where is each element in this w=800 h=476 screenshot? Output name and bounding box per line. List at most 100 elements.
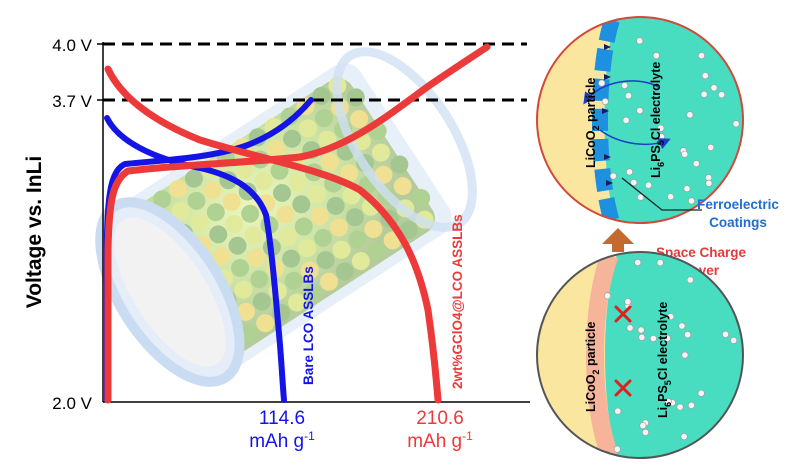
coating-label-line1: Ferroelectric <box>697 197 779 212</box>
sphere <box>273 183 292 202</box>
particle-dot <box>639 422 647 430</box>
particle-dot <box>637 193 645 201</box>
coated-charge-curve <box>104 43 491 404</box>
particle-dot <box>730 420 738 428</box>
sphere <box>364 220 383 239</box>
sphere <box>346 88 365 107</box>
sphere <box>283 129 302 148</box>
particle-dot <box>697 52 705 60</box>
lithium-flow-arrows <box>602 44 613 186</box>
ion-transport-arrow <box>583 80 661 105</box>
particle-dot <box>609 172 617 180</box>
electrolyte-particles <box>598 23 740 205</box>
improvement-arrow-icon <box>602 228 634 252</box>
sphere <box>190 213 209 232</box>
sphere <box>209 225 228 244</box>
sphere <box>222 192 241 211</box>
coated-series-label: 2wt%GClO4@LCO ASSLBs <box>450 214 465 389</box>
sphere <box>236 302 255 321</box>
sphere <box>314 228 333 247</box>
particle-dot <box>638 333 646 341</box>
tick-label-4v: 4.0 V <box>52 36 92 55</box>
bare-charge-curve <box>104 97 314 403</box>
sphere <box>254 172 273 191</box>
particle-dot <box>687 401 695 409</box>
particle-dot <box>681 150 689 158</box>
sphere <box>314 109 333 128</box>
sphere <box>348 230 367 249</box>
sphere <box>328 76 347 95</box>
particle-dot <box>719 33 727 41</box>
particle-dot <box>678 322 686 330</box>
coating-label-line2: Coatings <box>709 215 767 230</box>
particle-dot <box>657 124 665 132</box>
active-material-spheres <box>137 76 434 353</box>
sphere <box>303 283 322 302</box>
sphere <box>288 293 307 312</box>
particle-dot <box>684 331 692 339</box>
voltage-curves <box>104 43 491 404</box>
sphere <box>212 247 231 266</box>
bare-discharge-curve <box>104 115 287 403</box>
particle-dot <box>729 23 737 31</box>
blocked-transport-x-icon <box>614 305 632 397</box>
particle-dot <box>622 116 630 124</box>
bare-capacity-value: 114.6 <box>259 408 305 429</box>
particle-dot <box>700 90 708 98</box>
top-electrolyte-label: Li6PS5Cl electrolyte <box>649 62 666 178</box>
sphere <box>393 177 412 196</box>
particle-dot <box>637 326 645 334</box>
particle-dot <box>598 79 606 87</box>
sphere <box>246 248 265 267</box>
sphere <box>319 272 338 291</box>
sphere <box>412 189 431 208</box>
particle-dot <box>705 179 713 187</box>
sphere <box>320 152 339 171</box>
particle-dot <box>625 168 633 176</box>
space-charge-layer <box>586 252 619 458</box>
particle-dot <box>656 259 664 267</box>
particle-dot <box>626 324 634 332</box>
sphere <box>256 314 275 333</box>
particle-dot <box>667 313 675 321</box>
particle-dot <box>624 92 632 100</box>
particle-dot <box>644 181 652 189</box>
sphere <box>334 120 353 139</box>
particle-dot <box>733 275 741 283</box>
particle-dot <box>613 445 621 453</box>
coating-leader-line <box>621 177 702 211</box>
battery-cylinder-graphic <box>95 47 477 387</box>
particle-dot <box>649 334 657 342</box>
particle-dot <box>624 298 632 306</box>
particle-dot <box>722 432 730 440</box>
particle-dot <box>692 160 700 168</box>
particle-dot <box>663 334 671 342</box>
particle-dot <box>730 336 738 344</box>
sphere <box>267 140 286 159</box>
sphere <box>228 236 247 255</box>
particle-dot <box>630 179 638 187</box>
particle-dot <box>680 433 688 441</box>
coated-capacity-unit: mAh g-1 <box>407 429 473 452</box>
sphere <box>299 119 318 138</box>
particle-dot <box>707 143 715 151</box>
sphere <box>206 203 225 222</box>
sphere <box>300 261 319 280</box>
particle-dot <box>715 24 723 32</box>
bare-interface-circle: LiCoO2 particle Li6PS5Cl electrolyte <box>536 251 744 459</box>
coated-capacity-value: 210.6 <box>416 408 464 429</box>
sphere <box>316 251 335 270</box>
particle-dot <box>641 428 649 436</box>
particle-dot <box>686 276 694 284</box>
sphere <box>326 196 345 215</box>
sphere <box>356 153 375 172</box>
particle-dot <box>735 442 743 450</box>
particle-dot <box>701 72 709 80</box>
particle-dot <box>601 98 609 106</box>
bare-capacity-unit: mAh g-1 <box>249 429 315 452</box>
sphere <box>292 195 311 214</box>
sphere <box>374 165 393 184</box>
sphere <box>350 110 369 129</box>
sphere <box>203 181 222 200</box>
sphere <box>153 190 172 209</box>
